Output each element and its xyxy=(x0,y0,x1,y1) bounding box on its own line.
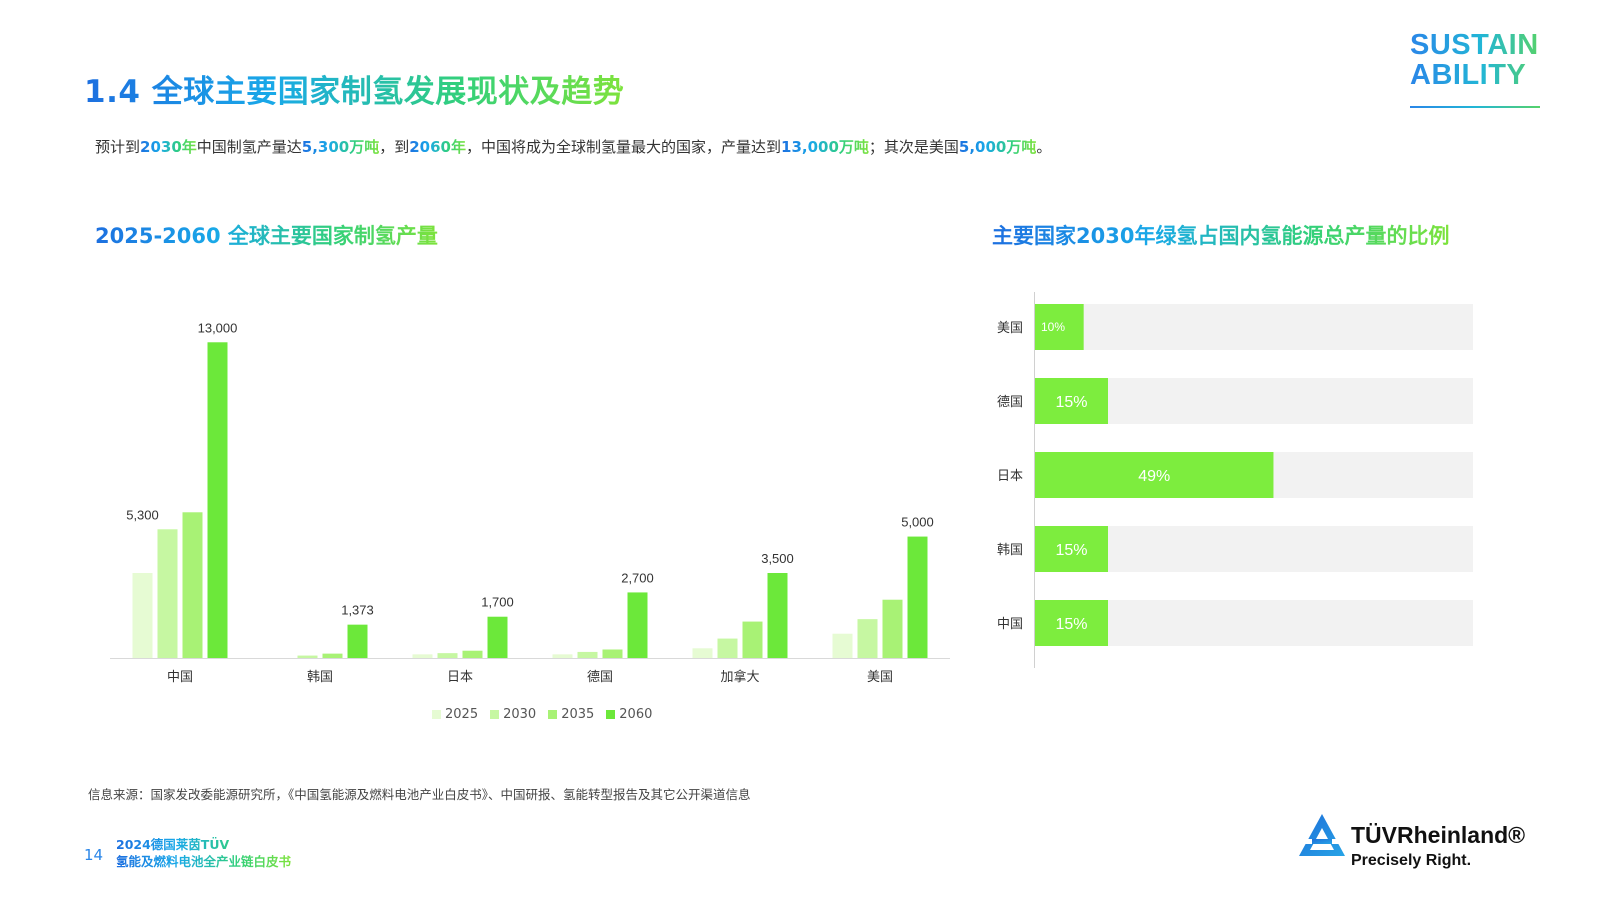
legend-swatch xyxy=(606,710,616,719)
sustainability-logo: SUSTAIN ABILITY xyxy=(1410,30,1540,108)
bar xyxy=(437,653,458,658)
data-label: 13,000 xyxy=(198,320,238,335)
document-title: 2024德国莱茵TÜV 氢能及燃料电池全产业链白皮书 xyxy=(116,836,291,870)
data-label: 3,500 xyxy=(761,551,794,566)
bar xyxy=(602,649,623,658)
bar xyxy=(767,573,788,658)
legend-item: 2030 xyxy=(490,707,536,722)
bar xyxy=(132,573,153,658)
bar xyxy=(882,599,903,658)
source-note: 信息来源：国家发改委能源研究所，《中国氢能源及燃料电池产业白皮书》、中国研报、氢… xyxy=(88,787,751,802)
bar xyxy=(1035,304,1084,350)
brand-slogan: Precisely Right. xyxy=(1351,852,1472,869)
data-label: 15% xyxy=(1055,616,1087,633)
tuv-rheinland-logo: TÜVRheinland® Precisely Right. xyxy=(1297,812,1525,869)
bar xyxy=(487,616,508,658)
bar xyxy=(717,638,738,658)
legend-item: 2035 xyxy=(548,707,594,722)
x-tick-label: 美国 xyxy=(867,670,893,685)
data-label: 49% xyxy=(1138,468,1170,485)
legend-item: 2025 xyxy=(432,707,478,722)
legend-swatch xyxy=(548,710,558,719)
logo-underline xyxy=(1410,106,1540,108)
page-title: 1.4 全球主要国家制氢发展现状及趋势 xyxy=(84,66,624,111)
summary-seg: 。 xyxy=(1036,138,1052,156)
y-tick-label: 中国 xyxy=(997,617,1023,632)
bar xyxy=(692,648,713,658)
data-label: 1,373 xyxy=(341,603,374,618)
bar xyxy=(552,654,573,658)
bar xyxy=(412,654,433,658)
bar xyxy=(182,512,203,658)
x-tick-label: 中国 xyxy=(167,670,193,685)
legend-label: 2035 xyxy=(561,707,595,722)
summary-seg: ，中国将成为全球制氢量最大的国家，产量达到 xyxy=(466,138,782,156)
summary-highlight: 13,000万吨 xyxy=(781,138,869,156)
green-hydrogen-chart-title: 主要国家2030年绿氢占国内氢能源总产量的比例 xyxy=(992,220,1449,250)
data-label: 10% xyxy=(1041,320,1065,334)
legend-swatch xyxy=(432,710,441,719)
summary-text: 预计到2030年中国制氢产量达5,300万吨，到2060年，中国将成为全球制氢量… xyxy=(95,136,1051,157)
document-title-line1: 2024德国莱茵TÜV xyxy=(116,836,291,853)
document-title-line2: 氢能及燃料电池全产业链白皮书 xyxy=(116,854,292,869)
legend-label: 2025 xyxy=(445,707,479,722)
summary-seg: ；其次是美国 xyxy=(868,138,959,156)
bar xyxy=(1035,526,1108,572)
bar xyxy=(1035,600,1108,646)
bar xyxy=(627,592,648,658)
logo-line2: ABILITY xyxy=(1410,60,1540,90)
y-tick-label: 德国 xyxy=(997,395,1023,410)
green-hydrogen-bar-chart: 美国 10% 德国 15% 日本 49% 韩国 15% 中国 15% xyxy=(997,292,1473,668)
bar xyxy=(742,621,763,658)
data-label: 5,000 xyxy=(901,515,934,530)
bar xyxy=(832,633,853,658)
data-label: 2,700 xyxy=(621,570,654,585)
bar xyxy=(322,653,343,658)
bar xyxy=(907,536,928,658)
x-tick-label: 日本 xyxy=(447,670,473,685)
summary-highlight: 2060年 xyxy=(409,138,466,156)
summary-highlight: 5,300万吨 xyxy=(301,138,380,156)
bar-track xyxy=(1035,304,1473,350)
x-tick-label: 德国 xyxy=(587,670,613,685)
data-label: 1,700 xyxy=(481,595,514,610)
y-tick-label: 美国 xyxy=(997,321,1023,336)
tuv-triangle-icon xyxy=(1299,814,1345,856)
legend-label: 2030 xyxy=(503,707,537,722)
legend-item: 2060 xyxy=(606,707,652,722)
summary-seg: 中国制氢产量达 xyxy=(196,138,302,156)
page-number: 14 xyxy=(84,846,104,864)
summary-seg: 预计到 xyxy=(95,138,141,156)
y-tick-label: 韩国 xyxy=(997,543,1023,558)
production-chart-title: 2025-2060 全球主要国家制氢产量 xyxy=(95,220,438,250)
bar xyxy=(857,619,878,658)
production-chart-legend: 2025 2030 2035 2060 xyxy=(432,707,652,722)
brand-name: TÜVRheinland® xyxy=(1351,822,1526,848)
x-tick-label: 韩国 xyxy=(307,670,333,685)
bar xyxy=(1035,378,1108,424)
bar xyxy=(577,651,598,658)
data-label: 5,300 xyxy=(126,507,159,522)
logo-line1: SUSTAIN xyxy=(1410,29,1539,61)
summary-seg: ，到 xyxy=(379,138,410,156)
bar xyxy=(297,655,318,658)
data-label: 15% xyxy=(1055,394,1087,411)
y-tick-label: 日本 xyxy=(997,469,1023,484)
summary-highlight: 2030年 xyxy=(140,138,197,156)
bar xyxy=(207,342,228,658)
bar xyxy=(157,529,178,658)
legend-swatch xyxy=(490,710,500,719)
bar xyxy=(1035,452,1274,498)
legend-label: 2060 xyxy=(619,707,653,722)
production-bar-chart: 5,300 13,000 中国 1,373 韩国 1,700 日本 2,700 德国 3,500 加… xyxy=(110,320,950,685)
bar xyxy=(347,624,368,658)
bar xyxy=(462,650,483,658)
x-tick-label: 加拿大 xyxy=(720,669,759,685)
summary-highlight: 5,000万吨 xyxy=(958,138,1037,156)
data-label: 15% xyxy=(1055,542,1087,559)
